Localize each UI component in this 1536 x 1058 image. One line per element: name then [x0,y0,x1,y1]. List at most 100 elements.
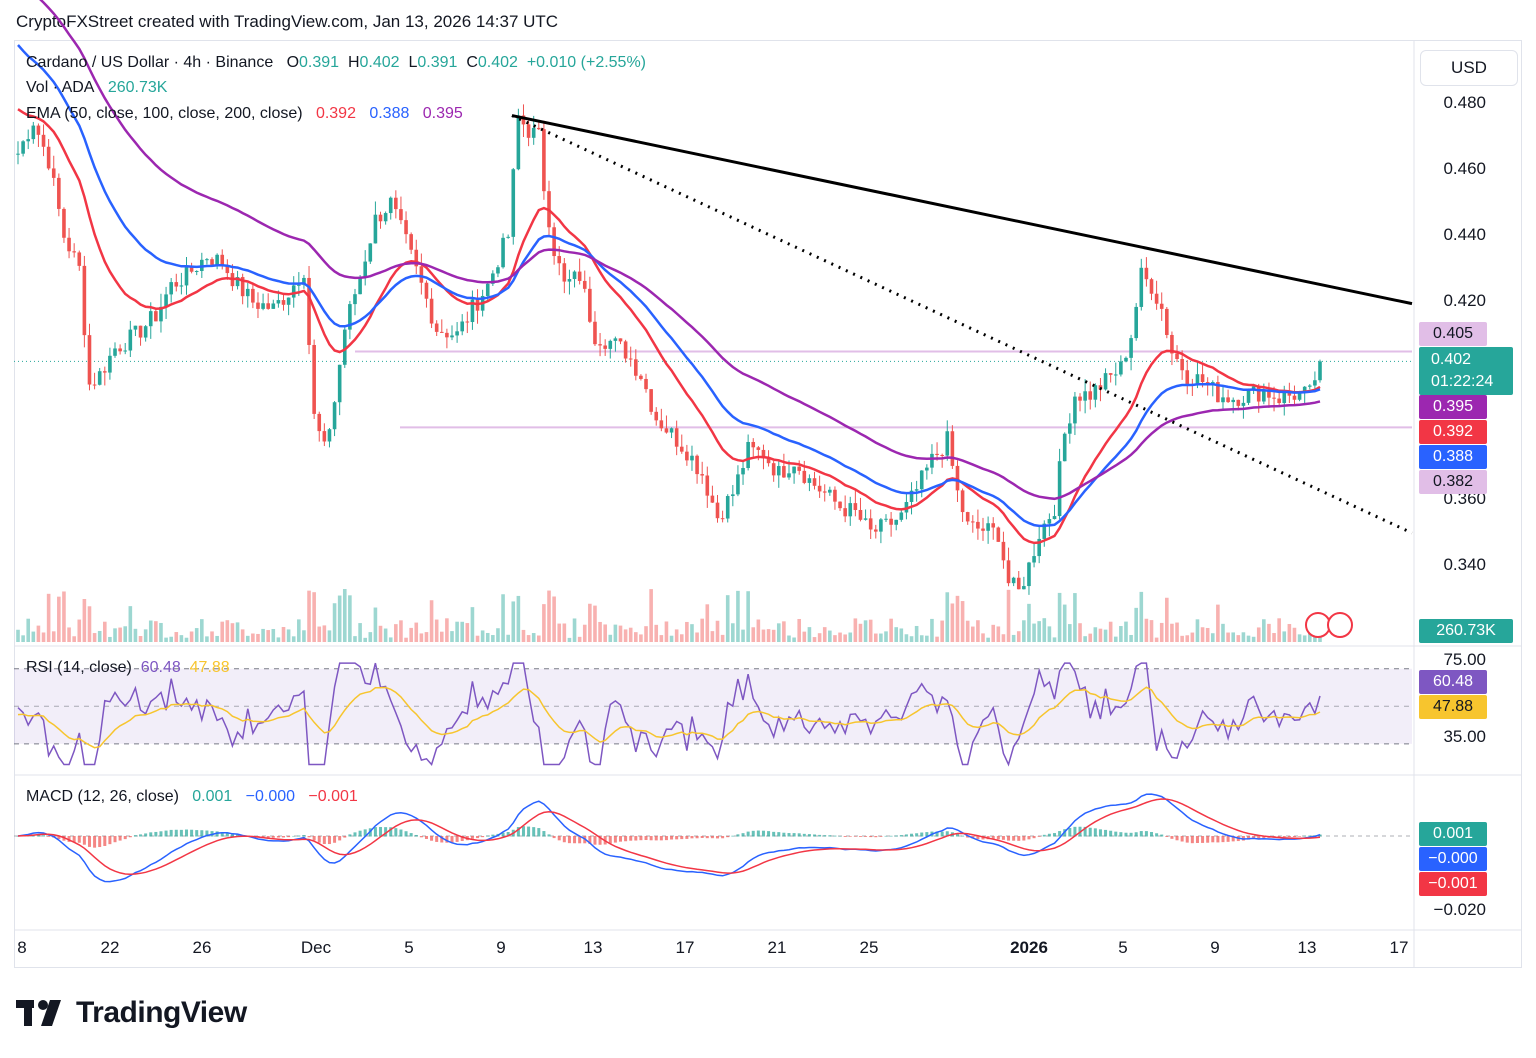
us-flag-icon [1327,612,1353,638]
candle-body [644,378,648,390]
macd-histogram-bar [1252,836,1256,839]
macd-value-tag: 0.001 [1419,822,1487,846]
macd-histogram-bar [659,836,663,841]
volume-bar [679,634,684,642]
volume-bar [516,595,521,642]
volume-bar [1287,624,1292,642]
candle-body [639,375,643,379]
volume-bar [965,620,970,642]
candle-body [388,197,393,214]
volume-bar [776,623,781,642]
volume-bar [720,634,725,642]
macd-value: 0.001 [192,788,233,805]
candle-body [1134,306,1138,339]
macd-histogram-bar [915,833,919,837]
volume-bar [873,633,878,642]
macd-histogram-bar [874,836,878,838]
candle-body [1272,397,1276,399]
currency-selector[interactable]: USD [1420,50,1518,86]
candle-body [1170,334,1174,354]
candle-body [843,508,847,517]
candle-body [1302,386,1307,392]
candle-body [1022,586,1026,590]
volume-bar [297,619,301,642]
candle-body [782,466,786,478]
candle-body [965,512,970,522]
volume-bar [1052,637,1057,642]
candle-body [736,474,740,495]
macd-histogram-bar [675,836,679,840]
axes-layer [14,40,1522,968]
candle-body [465,321,470,323]
macd-histogram-bar [149,832,153,837]
volume-bar [542,604,546,642]
tradingview-logo[interactable]: TradingView [16,996,247,1030]
volume-bar [618,625,623,642]
candle-body [16,153,20,155]
candle-body [41,134,46,147]
macd-histogram-bar [1155,833,1159,837]
volume-bar [491,635,495,642]
volume-bar [1032,623,1036,642]
macd-histogram-bar [751,830,755,837]
candle-body [1267,390,1271,398]
candle-body [1277,398,1281,404]
volume-bar [266,630,270,642]
volume-bar [256,633,260,642]
volume-bar [904,634,909,642]
candle-body [363,261,367,277]
price-tick: 0.340 [1443,555,1486,574]
volume-bar [1205,627,1210,642]
macd-histogram-bar [139,834,143,837]
candle-body [588,288,592,322]
candle-body [511,169,516,237]
volume-bar [787,635,791,642]
macd-histogram-bar [966,836,970,838]
macd-histogram-bar [828,835,832,837]
macd-histogram-bar [782,832,786,837]
candle-body [950,431,955,466]
volume-bar [833,635,837,642]
candle-body [1047,519,1052,524]
macd-histogram-bar [205,830,209,837]
candle-body [863,518,868,520]
macd-histogram-bar [1093,828,1097,837]
macd-histogram-bar [869,836,873,838]
candle-body [378,214,383,222]
candle-body [1124,357,1128,362]
volume-bar [628,627,633,642]
macd-histogram-bar [42,835,46,837]
candle-body [445,332,449,338]
candle-body [21,141,25,154]
candle-body [1149,279,1154,294]
candle-body [399,209,403,221]
macd-histogram-bar [899,835,903,837]
volume-bar [46,593,51,642]
volume-bar [1129,634,1133,642]
candle-body [189,265,194,272]
volume-bar [291,636,296,642]
volume-bar [1297,634,1302,642]
macd-histogram-bar [1027,836,1031,840]
volume-bar [771,629,776,642]
macd-histogram-bar [573,836,577,844]
macd-histogram-bar [1022,836,1026,841]
volume-bar [1175,622,1179,642]
volume-bar [1103,629,1108,642]
high-value: 0.402 [359,54,400,71]
volume-bar [302,630,306,642]
volume-bar [220,621,225,642]
candle-body [1185,370,1190,384]
macd-histogram-bar [1318,834,1322,837]
macd-histogram-bar [736,834,740,837]
macd-signal-tag: −0.000 [1419,847,1487,871]
volume-bar [378,625,383,642]
macd-histogram-bar [1303,835,1307,837]
resistance-tag: 0.405 [1419,322,1487,346]
date-tick: 13 [583,938,603,957]
candle-body [526,124,531,138]
macd-histogram-bar [419,836,423,838]
last-price-tag: 0.402 01:22:24 [1419,347,1513,395]
chart-frame [14,40,1522,968]
